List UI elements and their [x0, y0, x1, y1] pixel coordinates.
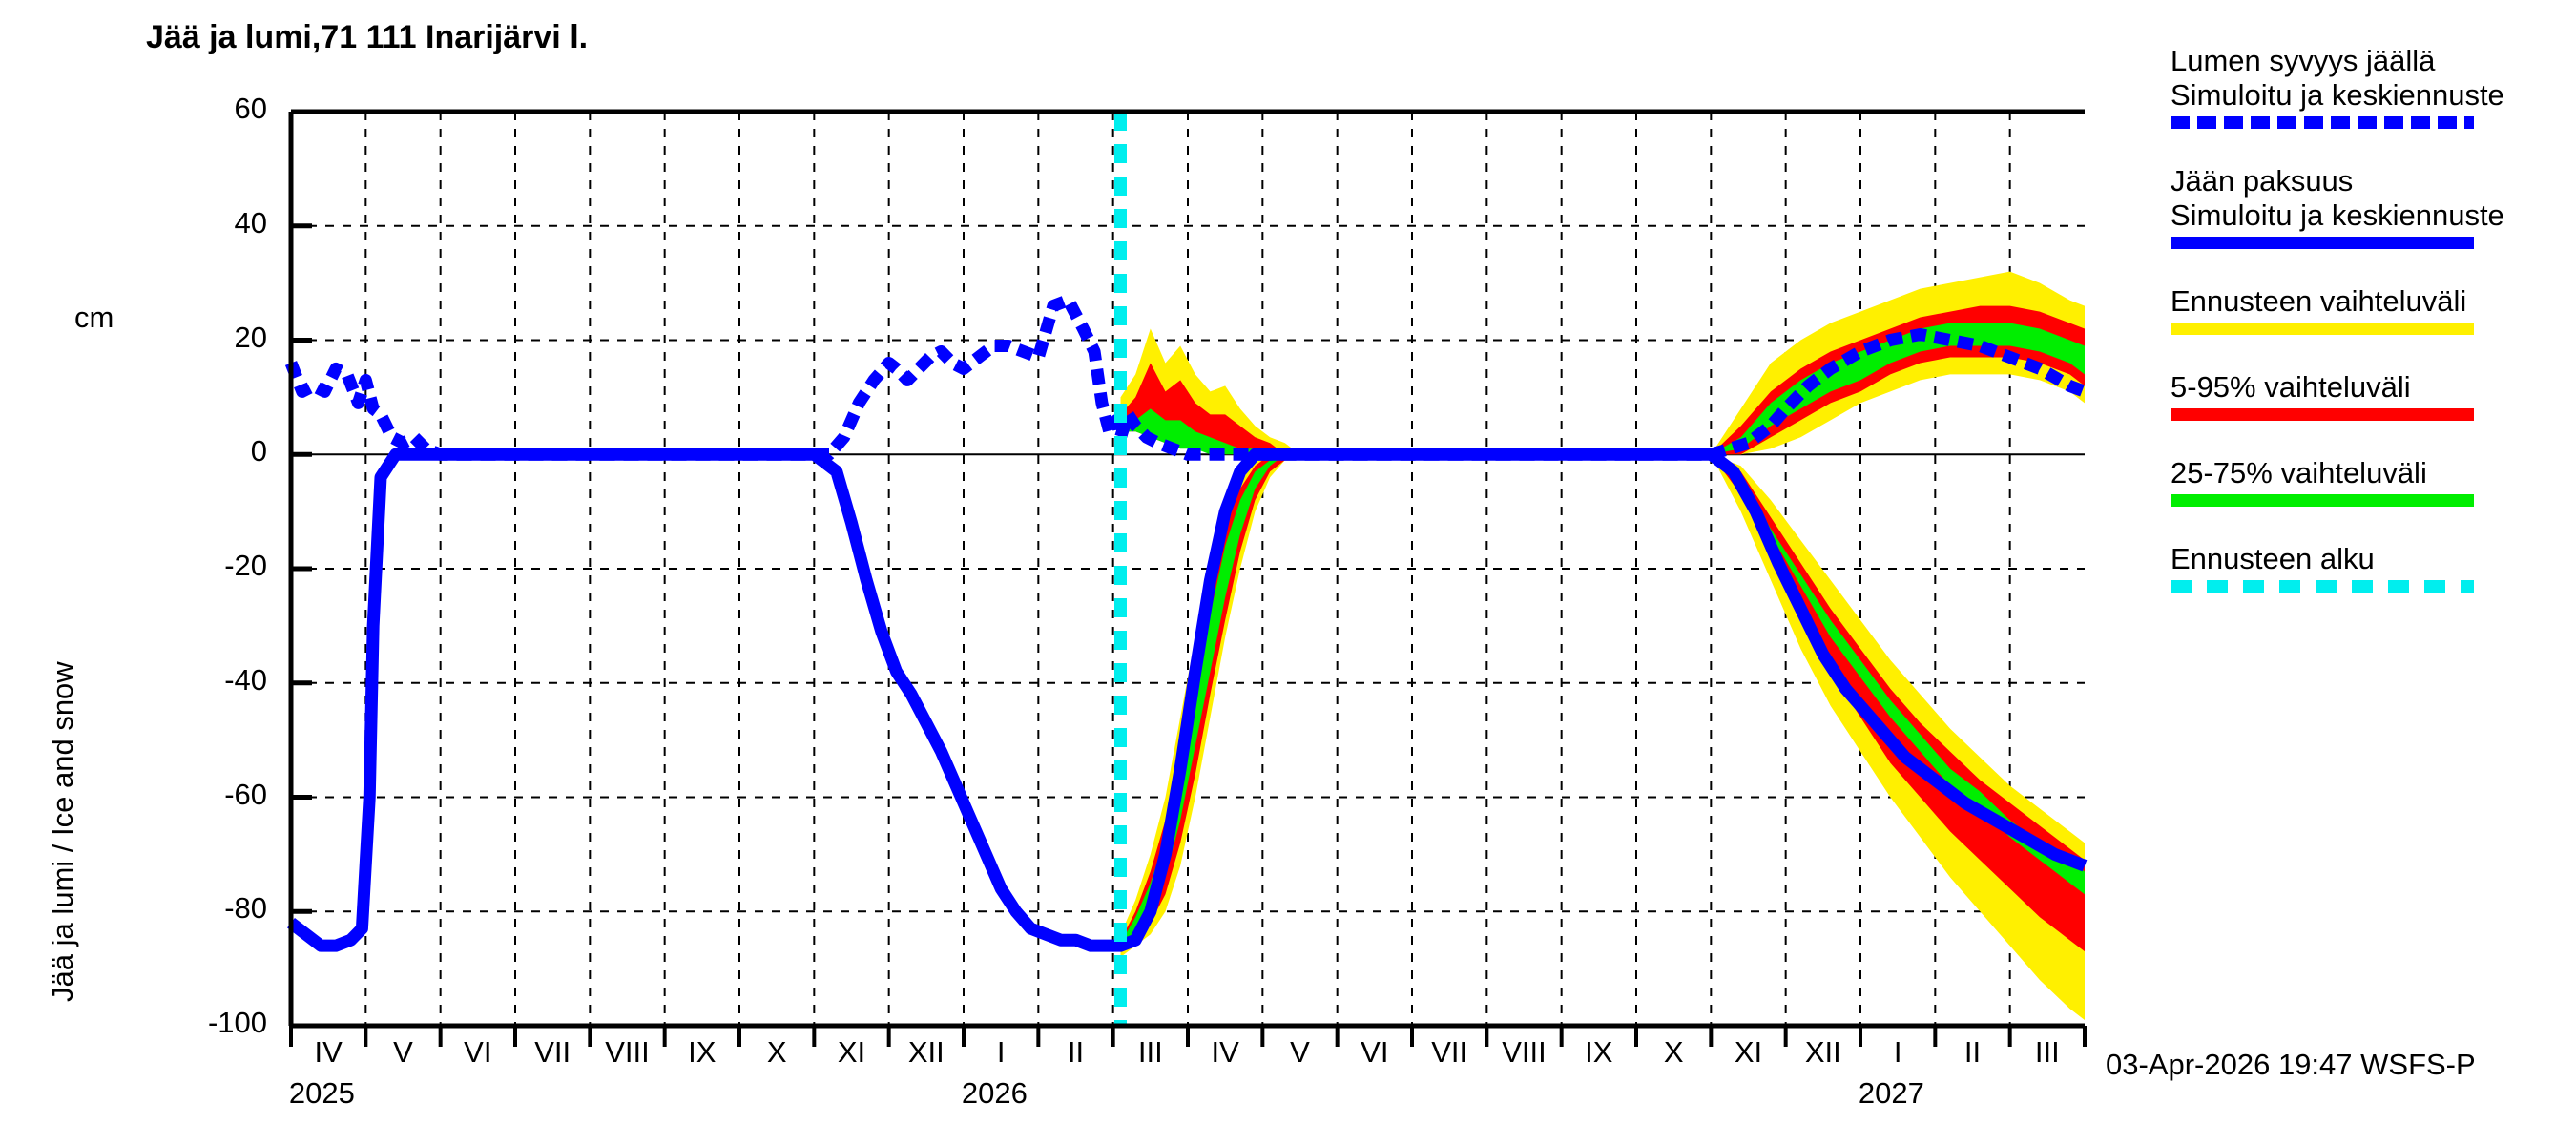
x-tick-label: II: [1067, 1035, 1085, 1069]
grid-lines: [291, 112, 2085, 1026]
x-year-label: 2026: [961, 1076, 1028, 1110]
legend-subtitle-ice-thickness: Simuloitu ja keskiennuste: [2171, 198, 2504, 232]
x-tick-label: IV: [1211, 1035, 1239, 1069]
x-tick-label: X: [1663, 1035, 1684, 1069]
x-tick-label: III: [2034, 1035, 2060, 1069]
legend-swatch-range-25-75: [2171, 494, 2474, 507]
y-tick-label: -20: [224, 549, 267, 582]
data-lines: [284, 294, 2088, 952]
y-tick-label: 40: [234, 205, 267, 239]
x-tick-label: VII: [534, 1035, 571, 1069]
page-title: Jää ja lumi,71 111 Inarijärvi l.: [146, 19, 589, 55]
x-tick-label: VII: [1431, 1035, 1468, 1069]
y-tick-label: -100: [207, 1006, 267, 1039]
legend-title-range-5-95: 5-95% vaihteluväli: [2171, 370, 2411, 404]
x-tick-label: X: [766, 1035, 787, 1069]
x-tick-label: II: [1963, 1035, 1982, 1069]
x-tick-label: VIII: [605, 1035, 650, 1069]
x-tick-label: IV: [314, 1035, 343, 1069]
legend-title-ice-thickness: Jään paksuus: [2171, 164, 2354, 198]
legend-title-snow-depth-on-ice: Lumen syvyys jäällä: [2171, 44, 2436, 77]
x-tick-label: IX: [688, 1035, 717, 1069]
y-axis-unit: cm: [74, 301, 114, 334]
x-tick-label: XII: [1804, 1035, 1841, 1069]
x-tick-label: V: [1290, 1035, 1310, 1069]
y-tick-label: -40: [224, 662, 267, 697]
x-tick-label: III: [1137, 1035, 1163, 1069]
x-tick-label: VIII: [1502, 1035, 1547, 1069]
x-tick-label: XI: [837, 1035, 866, 1069]
y-tick-label: -80: [224, 891, 267, 926]
x-tick-label: XI: [1734, 1035, 1763, 1069]
band-00EE00: [1120, 408, 1271, 455]
legend-swatch-snow-depth-on-ice: [2171, 116, 2474, 129]
legend-swatch-forecast-range: [2171, 323, 2474, 335]
x-tick-label: IX: [1585, 1035, 1613, 1069]
series-line: [287, 448, 2088, 952]
legend-swatch-forecast-start: [2171, 580, 2474, 593]
band-FF0000: [1711, 454, 2085, 952]
axis-frame: [288, 109, 2087, 1047]
x-tick-label: VI: [1361, 1035, 1389, 1069]
y-tick-label: 60: [234, 92, 267, 125]
legend-subtitle-snow-depth-on-ice: Simuloitu ja keskiennuste: [2171, 78, 2504, 112]
series-line: [284, 294, 2088, 461]
y-tick-label: -60: [224, 777, 267, 811]
y-tick-label: 0: [250, 434, 267, 468]
x-year-label: 2027: [1858, 1076, 1924, 1110]
x-tick-label: VI: [464, 1035, 492, 1069]
legend-swatch-range-5-95: [2171, 408, 2474, 421]
band-00EE00: [1120, 454, 1285, 949]
legend-title-forecast-start: Ennusteen alku: [2171, 542, 2375, 575]
x-tick-label: V: [393, 1035, 413, 1069]
legend-title-forecast-range: Ennusteen vaihteluväli: [2171, 284, 2467, 318]
footer-timestamp: 03-Apr-2026 19:47 WSFS-P: [2106, 1048, 2476, 1081]
x-year-label: 2025: [288, 1076, 355, 1110]
legend-swatch-ice-thickness: [2171, 237, 2474, 249]
x-tick-label: XII: [907, 1035, 945, 1069]
legend-title-range-25-75: 25-75% vaihteluväli: [2171, 456, 2427, 489]
x-tick-label: I: [996, 1035, 1006, 1069]
x-tick-label: I: [1893, 1035, 1902, 1069]
y-tick-label: 20: [234, 320, 267, 354]
band-00EE00: [1711, 323, 2085, 455]
uncertainty-bands: [1120, 271, 2085, 1021]
